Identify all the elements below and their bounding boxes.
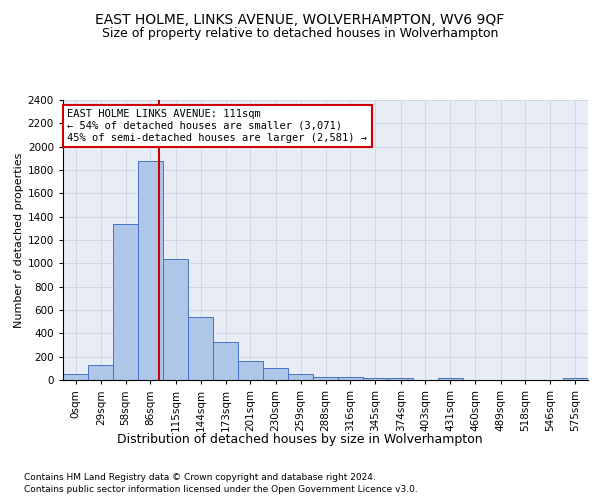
Y-axis label: Number of detached properties: Number of detached properties: [14, 152, 23, 328]
Bar: [313, 376, 338, 380]
Text: Distribution of detached houses by size in Wolverhampton: Distribution of detached houses by size …: [117, 432, 483, 446]
Bar: [113, 224, 138, 380]
Bar: [214, 342, 238, 380]
Bar: [163, 258, 188, 380]
Bar: [288, 374, 313, 380]
Bar: [388, 378, 413, 380]
Bar: [338, 376, 363, 380]
Text: Contains HM Land Registry data © Crown copyright and database right 2024.: Contains HM Land Registry data © Crown c…: [24, 472, 376, 482]
Bar: [437, 378, 463, 380]
Text: Size of property relative to detached houses in Wolverhampton: Size of property relative to detached ho…: [102, 28, 498, 40]
Text: EAST HOLME, LINKS AVENUE, WOLVERHAMPTON, WV6 9QF: EAST HOLME, LINKS AVENUE, WOLVERHAMPTON,…: [95, 12, 505, 26]
Bar: [188, 317, 214, 380]
Bar: [88, 365, 113, 380]
Bar: [263, 368, 288, 380]
Bar: [63, 374, 88, 380]
Bar: [563, 378, 588, 380]
Text: Contains public sector information licensed under the Open Government Licence v3: Contains public sector information licen…: [24, 485, 418, 494]
Bar: [138, 160, 163, 380]
Text: EAST HOLME LINKS AVENUE: 111sqm
← 54% of detached houses are smaller (3,071)
45%: EAST HOLME LINKS AVENUE: 111sqm ← 54% of…: [67, 110, 367, 142]
Bar: [363, 378, 388, 380]
Bar: [238, 361, 263, 380]
